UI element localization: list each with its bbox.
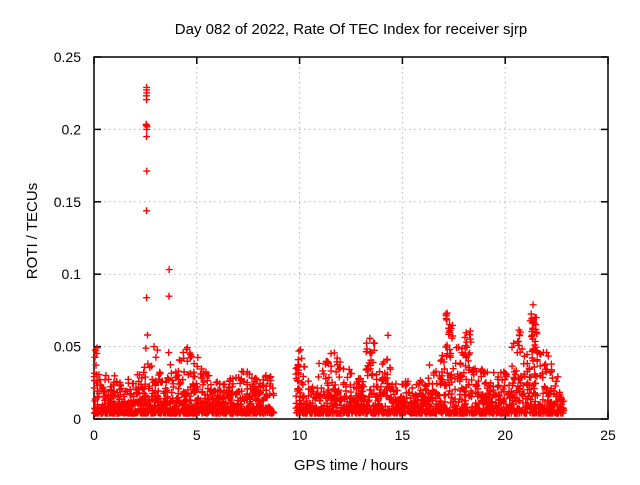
x-tick-label: 0 — [90, 427, 98, 443]
y-tick-label: 0.2 — [62, 121, 82, 137]
tick-labels: 0 5 10 15 20 25 0 0.05 0.1 0.15 0.2 0.25 — [54, 49, 616, 443]
grid-lines — [94, 57, 608, 419]
x-tick-label: 5 — [193, 427, 201, 443]
y-axis-label: ROTI / TECUs — [24, 183, 41, 279]
y-tick-label: 0.05 — [54, 339, 81, 355]
y-tick-label: 0 — [73, 411, 81, 427]
y-tick-label: 0.25 — [54, 49, 81, 65]
chart-title: Day 082 of 2022, Rate Of TEC Index for r… — [175, 21, 527, 38]
y-tick-label: 0.15 — [54, 194, 81, 210]
x-tick-label: 15 — [395, 427, 411, 443]
x-tick-label: 25 — [600, 427, 616, 443]
plot-border — [93, 56, 609, 420]
y-tick-label: 0.1 — [62, 266, 82, 282]
data-points — [90, 83, 568, 417]
x-tick-label: 10 — [292, 427, 308, 443]
x-tick-label: 20 — [497, 427, 513, 443]
x-axis-label: GPS time / hours — [294, 457, 408, 474]
